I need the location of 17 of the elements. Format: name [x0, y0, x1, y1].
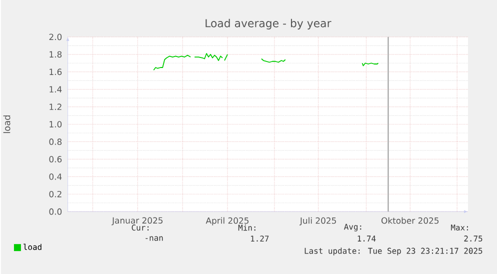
y-tick-label: 1.8 [50, 50, 62, 58]
x-tick-label: Januar 2025 [112, 217, 163, 225]
y-tick-label: 0.2 [49, 190, 62, 198]
y-tick-label: 1.2 [50, 103, 62, 110]
y-tick-label: 0.6 [49, 156, 62, 162]
y-tick-label: 1.4 [50, 86, 62, 92]
x-tick-label: Juli 2025 [300, 217, 336, 226]
y-tick-label: 1.6 [50, 68, 62, 75]
y-tick-label: 0.8 [49, 138, 62, 145]
chart-title: Load average - by year [206, 18, 332, 30]
x-tick-label: April 2025 [206, 217, 248, 226]
y-tick-label: 0.0 [49, 208, 62, 215]
x-tick-label: Oktober 2025 [381, 217, 439, 224]
y-axis-title: load [3, 115, 10, 133]
y-tick-label: 1.0 [50, 120, 62, 128]
y-tick-label: 0.4 [49, 173, 62, 180]
y-tick-label: 2.0 [49, 34, 62, 40]
